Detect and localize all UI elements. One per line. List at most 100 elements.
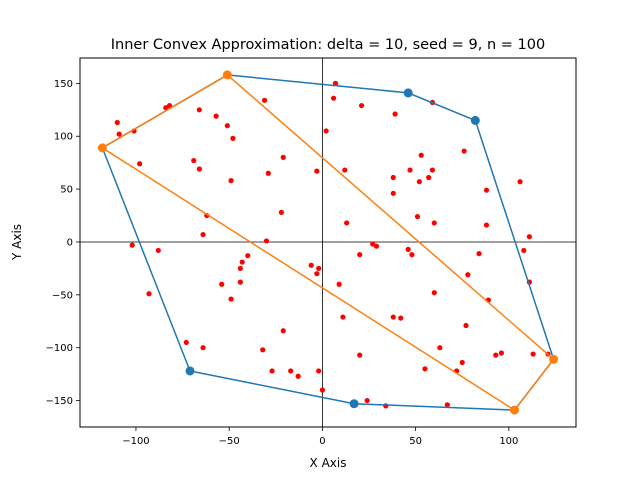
x-tick-label: 0 [319, 436, 325, 447]
data-point [431, 220, 437, 226]
data-point [262, 97, 268, 103]
axis-ticks: −100 −50 0 50 100 −150 −100 −50 0 50 100 150 [46, 79, 519, 447]
data-point [416, 179, 422, 185]
data-point [116, 131, 122, 137]
data-point [245, 253, 251, 259]
data-point [280, 154, 286, 160]
data-point [422, 366, 428, 372]
data-point [483, 222, 490, 228]
data-point [357, 352, 363, 358]
data-point [278, 209, 284, 215]
data-point [390, 314, 396, 320]
data-point [332, 80, 339, 86]
outer-hull-vertex [470, 115, 480, 125]
data-point [191, 157, 197, 164]
data-point [405, 246, 411, 252]
data-point [364, 397, 370, 404]
data-point [373, 243, 380, 249]
y-tick-label: −150 [46, 396, 73, 407]
data-point [530, 351, 536, 357]
data-point [228, 296, 234, 302]
data-point [357, 252, 363, 258]
data-point [344, 220, 350, 226]
data-point [319, 387, 326, 393]
data-point [459, 359, 465, 366]
data-point [429, 167, 436, 173]
y-tick-label: 0 [67, 237, 73, 248]
data-point [493, 352, 499, 358]
data-point [465, 272, 471, 278]
data-point [463, 322, 469, 329]
y-tick-label: −50 [52, 290, 73, 301]
x-tick-label: 100 [499, 436, 518, 447]
data-point [155, 247, 161, 254]
inner-approximation-vertex [97, 143, 107, 153]
data-point [340, 314, 346, 320]
y-tick-label: 50 [60, 185, 73, 196]
data-point [196, 166, 202, 172]
data-point [224, 123, 230, 129]
plot-frame [79, 57, 577, 428]
data-point [444, 402, 450, 408]
data-point [200, 231, 206, 238]
data-point [407, 167, 413, 173]
data-point [521, 247, 527, 254]
chart-title: Inner Convex Approximation: delta = 10, … [111, 37, 545, 53]
data-point [383, 403, 389, 409]
outer-hull-vertex [403, 88, 413, 98]
data-point [461, 148, 467, 154]
data-point [166, 102, 173, 109]
data-point [265, 170, 271, 176]
data-point [358, 102, 365, 109]
data-point [517, 179, 523, 185]
data-point [137, 161, 143, 167]
outer-hull-vertex [349, 399, 359, 409]
inner-approximation-vertex [549, 354, 559, 364]
data-point [437, 345, 443, 351]
data-point [228, 178, 234, 184]
data-point [323, 128, 329, 134]
data-point [342, 167, 348, 173]
y-axis-label: Y Axis [10, 224, 24, 261]
data-point [114, 119, 120, 126]
data-point [414, 213, 421, 220]
data-point [426, 174, 432, 181]
x-tick-label: −50 [219, 436, 240, 447]
data-point [431, 290, 437, 296]
data-point [390, 174, 396, 181]
data-point [295, 373, 301, 379]
inner-approximation-vertex [509, 405, 519, 415]
data-point [196, 107, 202, 113]
data-point [316, 368, 322, 374]
data-point [260, 347, 266, 353]
data-point [483, 187, 490, 193]
outer-hull-vertex [185, 366, 195, 376]
data-point [183, 339, 189, 346]
data-point [336, 281, 342, 287]
data-point [129, 242, 135, 248]
inner-approximation-vertex [222, 70, 232, 80]
data-point [476, 251, 482, 257]
data-point [219, 281, 225, 287]
data-point [213, 113, 219, 119]
x-axis-label: X Axis [310, 456, 347, 470]
plot-area [80, 58, 576, 427]
data-point [200, 345, 206, 351]
data-point [398, 315, 404, 321]
data-point [498, 350, 505, 356]
data-point [390, 190, 396, 196]
data-point [316, 265, 322, 272]
y-tick-label: 100 [54, 132, 73, 143]
y-tick-label: 150 [54, 79, 73, 90]
data-point [146, 291, 152, 297]
data-point [314, 168, 320, 174]
data-point [280, 328, 286, 334]
data-point [263, 238, 270, 244]
data-point [330, 95, 337, 101]
data-point [418, 152, 424, 158]
x-tick-label: −100 [122, 436, 149, 447]
data-point [392, 111, 398, 117]
data-point [237, 279, 243, 285]
